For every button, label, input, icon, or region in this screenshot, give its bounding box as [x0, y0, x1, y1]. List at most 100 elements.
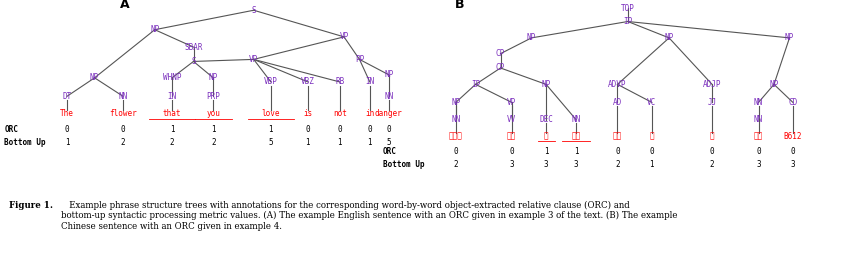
Text: NN: NN — [384, 92, 393, 101]
Text: NP: NP — [665, 33, 673, 42]
Text: danger: danger — [375, 109, 402, 118]
Text: VP: VP — [249, 55, 258, 64]
Text: 0: 0 — [120, 124, 126, 134]
Text: AD: AD — [613, 98, 622, 107]
Text: 0: 0 — [367, 124, 372, 134]
Text: 0: 0 — [615, 147, 620, 156]
Text: 3: 3 — [790, 160, 796, 169]
Text: Figure 1.: Figure 1. — [9, 201, 52, 210]
Text: 5: 5 — [268, 138, 273, 147]
Text: not: not — [333, 109, 347, 118]
Text: IP: IP — [624, 17, 632, 26]
Text: 0: 0 — [305, 124, 310, 134]
Text: B612: B612 — [783, 132, 802, 141]
Text: 1: 1 — [544, 147, 549, 156]
Text: WHNP: WHNP — [163, 73, 181, 82]
Text: DEC: DEC — [539, 115, 553, 124]
Text: VV: VV — [507, 115, 516, 124]
Text: ADJP: ADJP — [703, 80, 722, 89]
Text: 0: 0 — [64, 124, 70, 134]
Text: Example phrase structure trees with annotations for the corresponding word-by-wo: Example phrase structure trees with anno… — [61, 201, 678, 231]
Text: PRP: PRP — [206, 92, 220, 101]
Text: 1: 1 — [268, 124, 273, 134]
Text: ADVP: ADVP — [608, 80, 627, 89]
Text: NN: NN — [452, 115, 460, 124]
Text: 1: 1 — [337, 138, 342, 147]
Text: IN: IN — [168, 92, 176, 101]
Text: NP: NP — [527, 33, 536, 42]
Text: in: in — [366, 109, 374, 118]
Text: NP: NP — [90, 73, 99, 82]
Text: NP: NP — [785, 33, 794, 42]
Text: 1: 1 — [64, 138, 70, 147]
Text: 1: 1 — [211, 124, 216, 134]
Text: NN: NN — [754, 98, 763, 107]
Text: S: S — [191, 57, 196, 66]
Text: 1: 1 — [169, 124, 175, 134]
Text: 的: 的 — [544, 132, 549, 141]
Text: NN: NN — [119, 92, 127, 101]
Text: PP: PP — [355, 55, 364, 64]
Text: 2: 2 — [120, 138, 126, 147]
Text: 0: 0 — [386, 124, 391, 134]
Text: 2: 2 — [710, 160, 715, 169]
Text: that: that — [163, 109, 181, 118]
Text: 0: 0 — [790, 147, 796, 156]
Text: Bottom Up: Bottom Up — [4, 138, 46, 147]
Text: 5: 5 — [386, 138, 391, 147]
Text: VBP: VBP — [264, 77, 278, 87]
Text: 2: 2 — [615, 160, 620, 169]
Text: 1: 1 — [367, 138, 372, 147]
Text: 来自: 来自 — [507, 132, 516, 141]
Text: CP: CP — [496, 49, 505, 58]
Text: NP: NP — [770, 80, 778, 89]
Text: 小: 小 — [710, 132, 715, 141]
Text: 0: 0 — [710, 147, 715, 156]
Text: 0: 0 — [337, 124, 342, 134]
Text: 0: 0 — [509, 147, 514, 156]
Text: NP: NP — [452, 98, 460, 107]
Text: NN: NN — [754, 115, 763, 124]
Text: VP: VP — [340, 32, 348, 41]
Text: TOP: TOP — [621, 4, 635, 13]
Text: IN: IN — [366, 77, 374, 87]
Text: B: B — [455, 0, 465, 10]
Text: ORC: ORC — [4, 124, 18, 134]
Text: CD: CD — [789, 98, 797, 107]
Text: CP: CP — [496, 63, 505, 72]
Text: VC: VC — [648, 98, 656, 107]
Text: IP: IP — [471, 80, 480, 89]
Text: is: is — [304, 109, 312, 118]
Text: 2: 2 — [211, 138, 216, 147]
Text: 2: 2 — [453, 160, 458, 169]
Text: JJ: JJ — [708, 98, 716, 107]
Text: you: you — [206, 109, 220, 118]
Text: 3: 3 — [509, 160, 514, 169]
Text: NN: NN — [572, 115, 580, 124]
Text: NP: NP — [384, 70, 393, 79]
Text: 3: 3 — [756, 160, 761, 169]
Text: 就是: 就是 — [613, 132, 622, 141]
Text: The: The — [60, 109, 74, 118]
Text: NP: NP — [542, 80, 550, 89]
Text: VBZ: VBZ — [301, 77, 315, 87]
Text: A: A — [120, 0, 130, 10]
Text: 3: 3 — [544, 160, 549, 169]
Text: 是: 是 — [649, 132, 654, 141]
Text: S: S — [251, 6, 256, 15]
Text: flower: flower — [109, 109, 137, 118]
Text: DT: DT — [63, 92, 71, 101]
Text: 1: 1 — [649, 160, 654, 169]
Text: 星球: 星球 — [572, 132, 580, 141]
Text: 1: 1 — [305, 138, 310, 147]
Text: Bottom Up: Bottom Up — [383, 160, 424, 169]
Text: SBAR: SBAR — [184, 42, 203, 52]
Text: 0: 0 — [649, 147, 654, 156]
Text: ORC: ORC — [383, 147, 396, 156]
Text: 0: 0 — [453, 147, 458, 156]
Text: NP: NP — [150, 25, 159, 34]
Text: love: love — [261, 109, 280, 118]
Text: NP: NP — [209, 73, 218, 82]
Text: 行星: 行星 — [754, 132, 763, 141]
Text: 3: 3 — [574, 160, 579, 169]
